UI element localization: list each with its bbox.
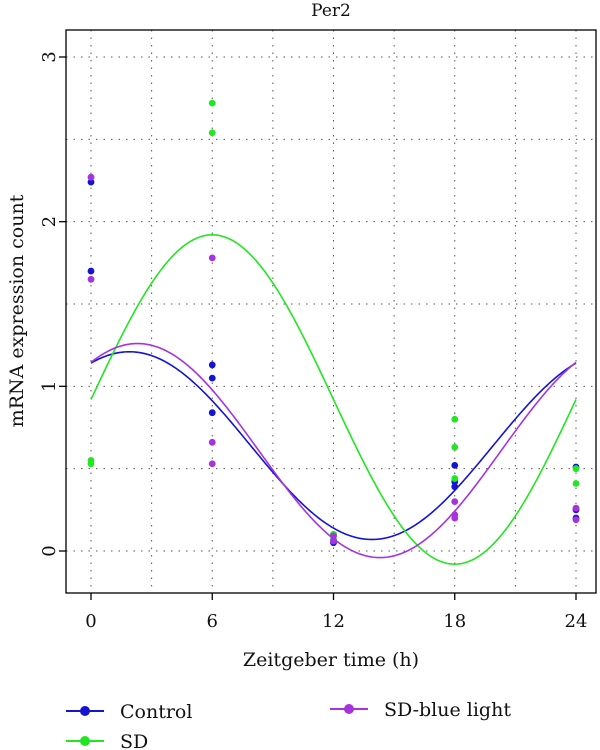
point-control xyxy=(87,178,95,186)
point-sd xyxy=(451,415,459,423)
grid xyxy=(66,30,596,593)
point-sd xyxy=(451,475,459,482)
point-control xyxy=(451,483,459,491)
point-sd-blue-light xyxy=(572,504,580,512)
curve-sd xyxy=(90,234,577,565)
point-sd xyxy=(208,99,216,107)
y-tick-label: 3 xyxy=(39,51,60,62)
point-sd-blue-light xyxy=(208,460,216,468)
curve-control xyxy=(90,350,577,541)
x-axis-title: Zeitgeber time (h) xyxy=(243,649,419,671)
legend-label: SD-blue light xyxy=(384,699,511,721)
plot-frame xyxy=(65,29,597,594)
point-sd-blue-light xyxy=(451,498,459,505)
point-control xyxy=(208,361,216,369)
x-tick-label: 24 xyxy=(565,611,588,632)
legend-label: SD xyxy=(120,731,148,750)
point-sd-blue-light xyxy=(208,438,216,446)
legend-marker xyxy=(344,704,354,714)
point-sd-blue-light xyxy=(87,173,95,181)
point-sd-blue-light xyxy=(451,514,459,522)
point-control xyxy=(208,409,216,417)
chart-title: Per2 xyxy=(311,1,351,21)
x-tick-label: 0 xyxy=(85,611,96,632)
point-sd xyxy=(572,480,580,487)
point-sd-blue-light xyxy=(330,537,337,545)
x-tick-label: 18 xyxy=(443,611,466,632)
x-tick-label: 12 xyxy=(322,611,345,632)
y-tick-label: 0 xyxy=(39,545,60,556)
legend: Control SD SD-blue light xyxy=(66,699,511,750)
legend-marker xyxy=(80,736,90,746)
legend-marker xyxy=(80,706,90,716)
point-sd-blue-light xyxy=(330,532,337,540)
y-tick-label: 2 xyxy=(39,216,60,227)
x-tick-label: 6 xyxy=(207,611,218,632)
legend-label: Control xyxy=(120,701,192,723)
point-control xyxy=(208,374,216,382)
point-control xyxy=(451,461,459,469)
fitted-curves xyxy=(90,234,577,565)
point-sd-blue-light xyxy=(572,516,580,524)
y-axis-title: mRNA expression count xyxy=(6,194,28,427)
data-points xyxy=(87,99,580,547)
y-tick-label: 1 xyxy=(39,381,60,392)
point-control xyxy=(87,267,95,275)
point-sd xyxy=(208,129,216,137)
point-sd xyxy=(572,465,580,473)
point-sd xyxy=(87,460,95,468)
point-sd-blue-light xyxy=(208,254,216,262)
point-sd-blue-light xyxy=(87,275,95,283)
point-sd xyxy=(451,443,459,451)
